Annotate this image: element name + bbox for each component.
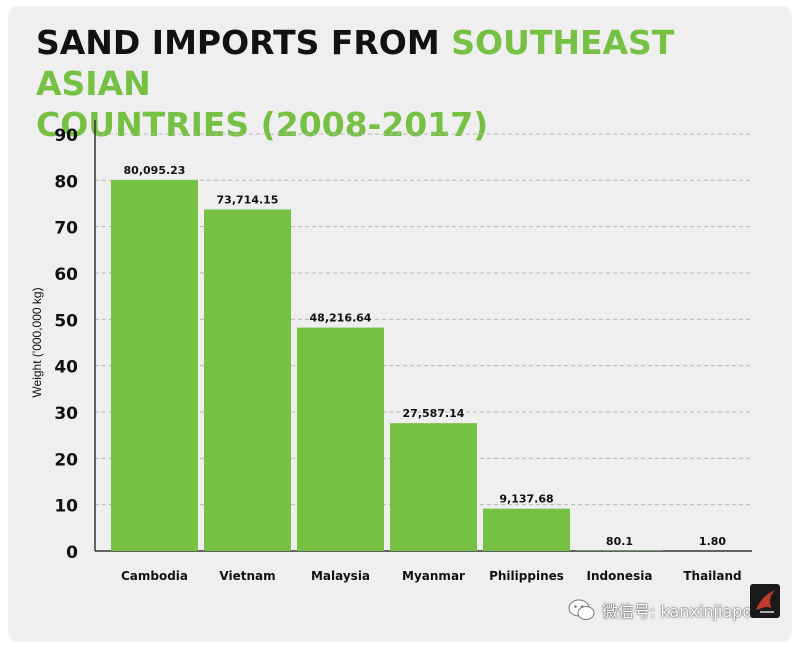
data-label: 80.1 <box>606 535 633 548</box>
title-part-1: SAND IMPORTS FROM <box>36 23 452 62</box>
watermark: 微信号: kanxinjiapo <box>568 596 752 624</box>
data-label: 1.80 <box>699 535 726 548</box>
data-label: 80,095.23 <box>124 164 186 177</box>
wechat-icon <box>568 599 595 620</box>
y-axis-label: Weight ('000,000 kg) <box>30 287 44 397</box>
x-tick-label: Malaysia <box>311 569 370 583</box>
data-label: 27,587.14 <box>403 407 465 420</box>
y-tick-label: 60 <box>54 265 78 285</box>
y-tick-label: 0 <box>66 543 78 563</box>
bar <box>297 327 384 551</box>
watermark-text: 微信号: kanxinjiapo <box>602 602 753 621</box>
x-tick-label: Vietnam <box>219 569 275 583</box>
bar <box>390 423 477 551</box>
data-label: 9,137.68 <box>499 493 553 506</box>
data-label: 48,216.64 <box>310 312 372 325</box>
y-tick-label: 40 <box>54 358 78 378</box>
data-label: 73,714.15 <box>217 193 279 206</box>
y-tick-label: 70 <box>54 219 78 239</box>
phoenix-logo-icon <box>750 584 780 618</box>
title-part-2-highlight: SOUTHEAST ASIAN <box>36 23 675 103</box>
bar <box>204 209 291 552</box>
x-tick-label: Cambodia <box>121 569 188 583</box>
y-tick-label: 10 <box>54 497 78 517</box>
x-tick-label: Philippines <box>489 569 564 583</box>
y-tick-label: 30 <box>54 404 78 424</box>
y-tick-label: 50 <box>54 311 78 331</box>
bar <box>111 179 198 552</box>
x-tick-label: Thailand <box>683 569 741 583</box>
chart-title: SAND IMPORTS FROM SOUTHEAST ASIAN COUNTRI… <box>36 22 776 145</box>
y-tick-label: 20 <box>54 450 78 470</box>
bar <box>483 508 570 551</box>
title-part-3-highlight: COUNTRIES (2008-2017) <box>36 105 489 144</box>
x-tick-label: Indonesia <box>587 569 653 583</box>
y-tick-label: 90 <box>54 126 78 146</box>
y-tick-label: 80 <box>54 172 78 192</box>
x-tick-label: Myanmar <box>402 569 465 583</box>
